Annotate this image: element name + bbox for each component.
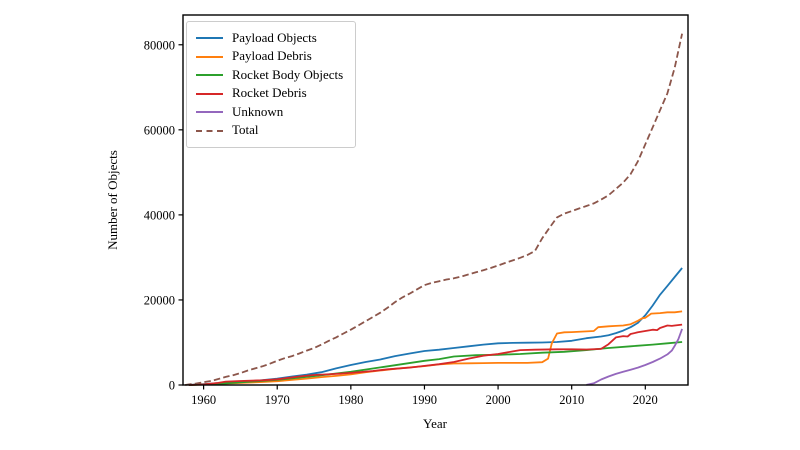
axes-frame: [182, 14, 689, 386]
y-tick-label: 40000: [144, 208, 175, 222]
series-line-rocket-body-objects: [188, 341, 683, 386]
x-tick-label: 2010: [559, 393, 584, 407]
series-line-payload-debris: [188, 310, 683, 386]
x-tick-label: 1970: [265, 393, 290, 407]
x-tick-label: 1980: [338, 393, 363, 407]
legend-item-rocket-debris: Rocket Debris: [196, 85, 343, 104]
total-line-swatch: [196, 129, 223, 132]
legend-label: Unknown: [232, 103, 284, 119]
x-tick-label: 1960: [191, 393, 216, 407]
x-tick-label: 2000: [486, 393, 511, 407]
x-axis-label: Year: [423, 416, 447, 431]
y-tick-label: 20000: [144, 293, 175, 307]
legend-label: Total: [232, 122, 259, 138]
y-tick-label: 0: [169, 379, 175, 393]
legend-item-payload-debris: Payload Debris: [196, 48, 343, 67]
unknown-line-swatch: [196, 111, 223, 114]
payload-objects-line-swatch: [196, 37, 223, 40]
legend: Payload Objects Payload Debris Rocket Bo…: [186, 21, 357, 148]
legend-label: Payload Objects: [232, 29, 317, 45]
legend-label: Payload Debris: [232, 48, 312, 64]
x-tick-label: 1990: [412, 393, 437, 407]
legend-label: Rocket Debris: [232, 85, 307, 101]
y-axis-label: Number of Objects: [105, 150, 120, 250]
rocket-body-objects-line-swatch: [196, 74, 223, 77]
y-tick-label: 60000: [144, 123, 175, 137]
series-line-rocket-debris: [188, 323, 683, 386]
payload-debris-line-swatch: [196, 55, 223, 58]
x-tick-label: 2020: [633, 393, 658, 407]
series-line-total: [185, 33, 683, 386]
legend-label: Rocket Body Objects: [232, 66, 344, 82]
series-line-unknown: [586, 328, 683, 386]
legend-item-unknown: Unknown: [196, 103, 343, 122]
legend-item-payload-objects: Payload Objects: [196, 29, 343, 48]
legend-item-total: Total: [196, 122, 343, 141]
rocket-debris-line-swatch: [196, 92, 223, 95]
legend-item-rocket-body-objects: Rocket Body Objects: [196, 66, 343, 85]
y-tick-label: 80000: [144, 38, 175, 52]
